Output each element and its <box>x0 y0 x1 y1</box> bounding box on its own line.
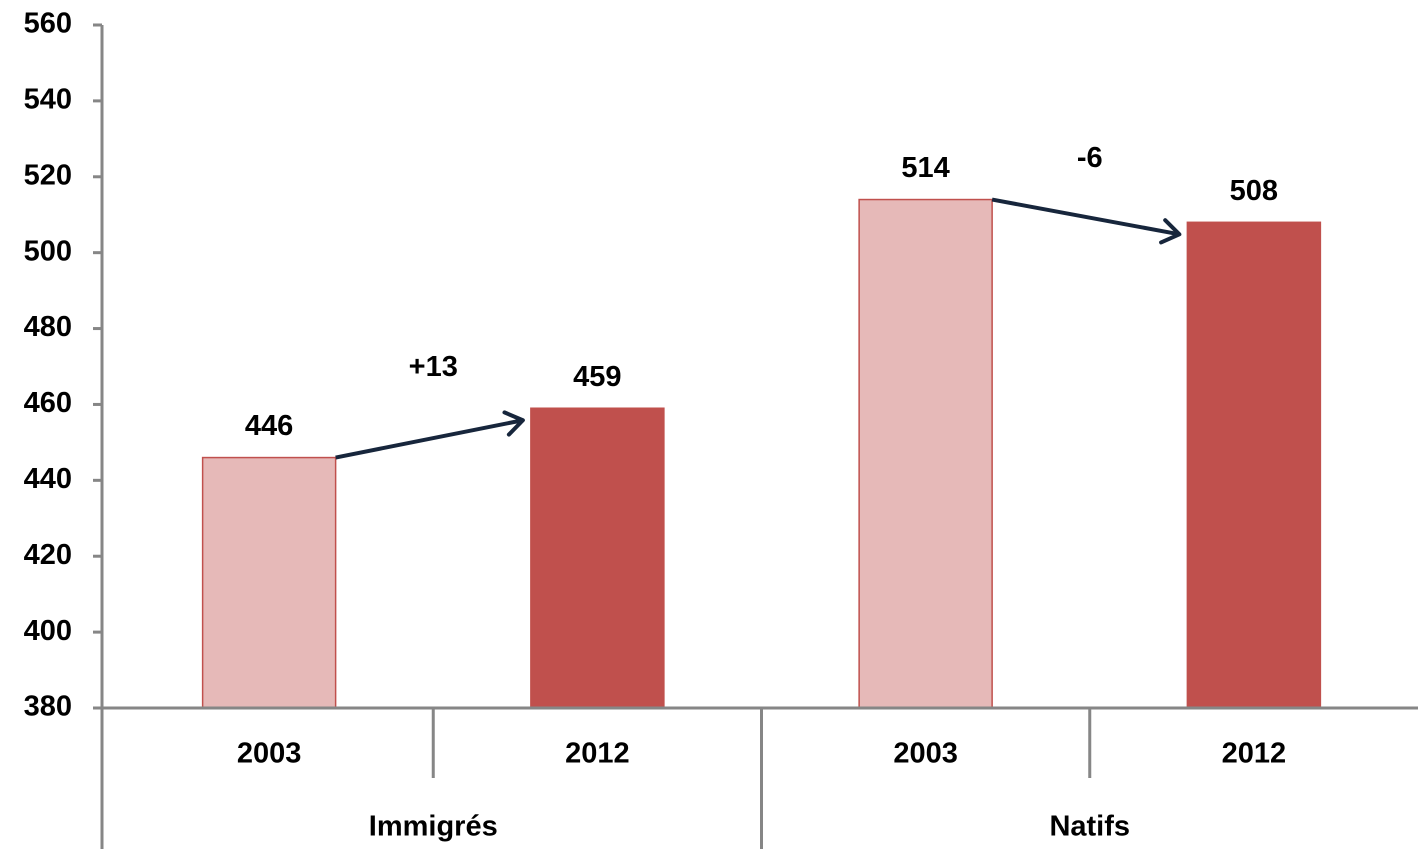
arrow-head <box>1159 218 1182 245</box>
group-label: Immigrés <box>369 811 498 843</box>
bar <box>858 198 993 709</box>
y-tick-label: 480 <box>24 311 72 343</box>
y-tick-label: 560 <box>24 8 72 40</box>
y-tick-label: 380 <box>24 691 72 723</box>
annotation: -6 <box>1077 142 1103 174</box>
x-tick-label: 2012 <box>1222 738 1287 770</box>
y-tick-label: 540 <box>24 84 72 116</box>
value-label: 459 <box>573 361 621 393</box>
bar <box>530 407 665 709</box>
annotation: +13 <box>409 351 458 383</box>
value-label: 508 <box>1230 175 1278 207</box>
y-tick-label: 460 <box>24 387 72 419</box>
y-tick-label: 500 <box>24 235 72 267</box>
arrow <box>335 418 524 460</box>
arrow-head <box>502 410 525 437</box>
y-tick-label: 420 <box>24 539 72 571</box>
x-tick-label: 2012 <box>565 738 630 770</box>
arrow <box>991 197 1180 237</box>
value-label: 514 <box>901 152 949 184</box>
bar <box>201 456 337 709</box>
bar <box>1186 221 1322 709</box>
x-tick-label: 2003 <box>237 738 302 770</box>
group-label: Natifs <box>1049 811 1130 843</box>
y-tick-label: 400 <box>24 615 72 647</box>
value-label: 446 <box>245 410 293 442</box>
x-tick-label: 2003 <box>893 738 958 770</box>
y-tick-label: 440 <box>24 463 72 495</box>
y-tick-label: 520 <box>24 159 72 191</box>
